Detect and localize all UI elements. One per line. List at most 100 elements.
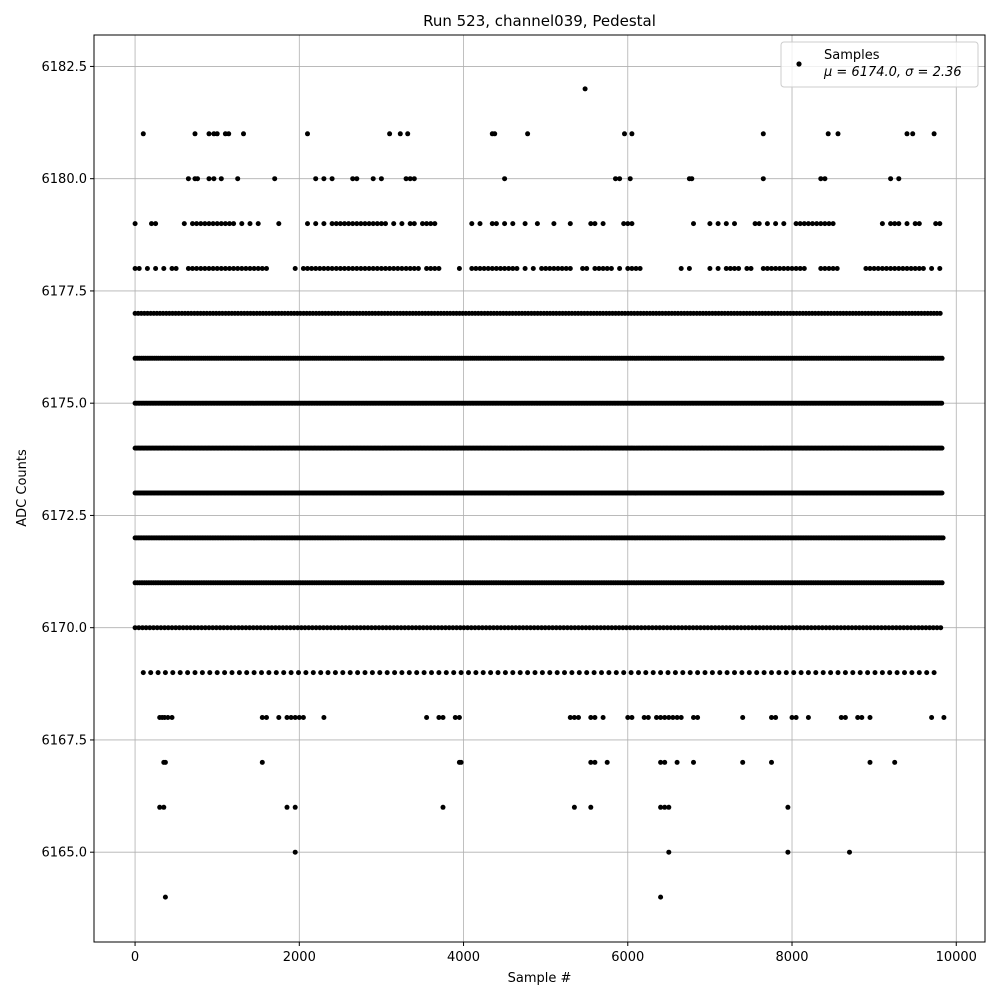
- data-point: [489, 221, 495, 227]
- data-point: [679, 625, 685, 631]
- data-point: [347, 670, 353, 676]
- data-point: [397, 131, 403, 137]
- data-point: [645, 715, 651, 720]
- data-point: [247, 221, 253, 227]
- data-point: [686, 625, 692, 631]
- data-point: [329, 176, 335, 182]
- data-point: [516, 625, 522, 631]
- data-point: [350, 176, 356, 182]
- data-point: [420, 625, 426, 631]
- data-point: [136, 625, 142, 631]
- data-point: [546, 625, 552, 631]
- data-point: [834, 266, 840, 271]
- data-point: [472, 625, 478, 631]
- data-point: [707, 266, 713, 271]
- data-point: [892, 221, 898, 227]
- x-tick-label: 8000: [775, 950, 808, 965]
- data-point: [158, 625, 164, 631]
- data-point: [210, 221, 216, 227]
- data-point: [354, 266, 360, 271]
- data-point: [801, 266, 807, 271]
- data-point: [181, 221, 187, 227]
- data-point: [421, 670, 427, 676]
- data-point: [239, 266, 245, 271]
- data-point: [665, 670, 671, 676]
- data-point: [638, 625, 644, 631]
- data-point: [871, 266, 877, 271]
- data-point: [716, 625, 722, 631]
- data-point: [354, 625, 360, 631]
- data-point: [658, 804, 664, 810]
- data-point: [662, 804, 668, 810]
- data-point: [195, 176, 200, 182]
- data-point: [169, 715, 175, 720]
- data-point: [534, 221, 540, 227]
- data-point: [931, 670, 937, 676]
- data-point: [723, 266, 729, 271]
- data-point: [901, 625, 907, 631]
- data-point: [830, 221, 836, 227]
- data-point: [939, 490, 945, 496]
- data-point: [886, 625, 892, 631]
- data-point: [473, 670, 479, 676]
- data-point: [646, 625, 652, 631]
- data-point: [325, 266, 331, 271]
- data-point: [927, 625, 933, 631]
- data-point: [801, 625, 807, 631]
- data-point: [842, 625, 848, 631]
- data-point: [358, 221, 364, 227]
- data-point: [650, 670, 656, 676]
- data-point: [912, 221, 918, 227]
- data-point: [509, 625, 515, 631]
- data-point: [143, 625, 149, 631]
- data-point: [144, 266, 150, 271]
- data-point: [395, 266, 401, 271]
- x-tick-label: 10000: [936, 950, 977, 965]
- data-point: [642, 625, 648, 631]
- data-point: [407, 176, 413, 182]
- data-point: [492, 131, 498, 137]
- data-point: [736, 266, 742, 271]
- data-point: [740, 759, 746, 765]
- data-point: [818, 266, 824, 271]
- data-point: [443, 625, 448, 631]
- data-point: [605, 625, 611, 631]
- data-point: [590, 625, 596, 631]
- data-point: [785, 804, 791, 810]
- data-point: [569, 670, 575, 676]
- data-point: [188, 625, 193, 631]
- data-point: [435, 625, 441, 631]
- data-point: [522, 266, 528, 271]
- data-point: [214, 221, 220, 227]
- data-point: [407, 221, 413, 227]
- data-point: [446, 625, 452, 631]
- data-point: [797, 625, 803, 631]
- y-tick-label: 6170.0: [42, 621, 88, 636]
- data-point: [912, 625, 918, 631]
- data-point: [805, 670, 811, 676]
- data-point: [288, 670, 294, 676]
- data-point: [340, 670, 346, 676]
- data-point: [513, 625, 519, 631]
- data-point: [424, 715, 430, 720]
- data-point: [571, 715, 577, 720]
- data-point: [584, 670, 590, 676]
- data-point: [387, 625, 393, 631]
- data-point: [695, 670, 701, 676]
- data-point: [266, 670, 272, 676]
- data-point: [495, 670, 501, 676]
- data-point: [177, 670, 183, 676]
- data-point: [904, 266, 910, 271]
- data-point: [276, 221, 282, 227]
- data-point: [302, 625, 308, 631]
- data-point: [411, 221, 417, 227]
- data-point: [394, 625, 400, 631]
- data-point: [658, 670, 664, 676]
- data-point: [760, 131, 766, 137]
- data-point: [452, 715, 458, 720]
- data-point: [826, 221, 832, 227]
- data-point: [180, 625, 186, 631]
- data-point: [859, 715, 865, 720]
- data-point: [214, 670, 220, 676]
